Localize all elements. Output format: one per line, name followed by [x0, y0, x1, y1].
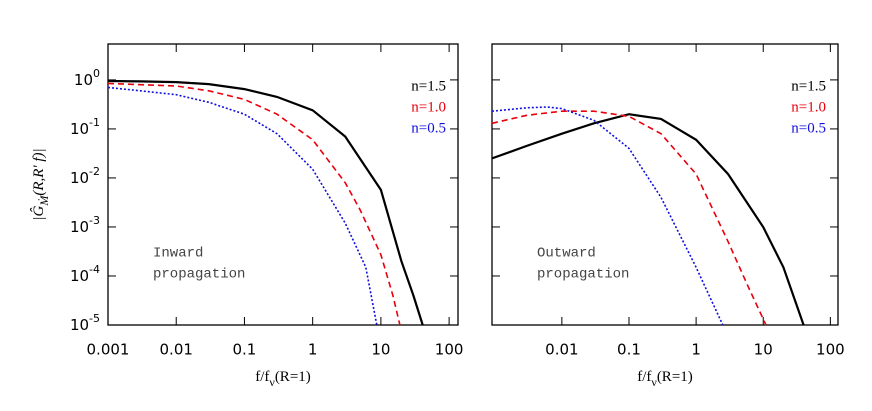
x-label-rest: (R=1) — [657, 369, 693, 385]
series-line — [491, 110, 767, 326]
legend-label: n=1.5 — [791, 78, 826, 94]
x-label-main: f/f — [637, 369, 651, 385]
x-label-rest: (R=1) — [275, 369, 311, 385]
x-tick-label: 0.1 — [233, 341, 257, 359]
y-tick-exp: -2 — [89, 165, 100, 178]
y-tick-label: 10-2 — [70, 165, 100, 187]
series-line — [107, 79, 424, 326]
y-tick-base: 10 — [70, 119, 89, 137]
plot-frame — [107, 43, 459, 326]
y-tick-base: 10 — [70, 316, 89, 334]
x-axis-label: f/fν(R=1) — [255, 369, 311, 388]
annotation: Outward — [537, 246, 596, 262]
y-label-rest: (R,R' f)| — [31, 148, 47, 195]
y-tick-label: 10-5 — [70, 312, 100, 334]
x-tick-label: 10 — [754, 341, 773, 359]
y-tick-label: 10-1 — [70, 116, 100, 138]
y-tick-exp: -1 — [89, 116, 100, 129]
y-tick-base: 10 — [70, 266, 89, 284]
annotation: propagation — [153, 267, 245, 283]
legend-label: n=1.0 — [411, 99, 446, 115]
x-tick-label: 0.01 — [545, 341, 578, 359]
x-tick-label: 0.01 — [160, 341, 193, 359]
y-tick-label: 10-3 — [70, 214, 100, 236]
x-label-main: f/f — [255, 369, 269, 385]
y-axis-label: |ĜṀ(R,R' f)| — [30, 148, 50, 220]
legend-label: n=0.5 — [411, 120, 446, 136]
y-tick-exp: -4 — [89, 263, 100, 276]
y-tick-exp: 0 — [93, 67, 100, 80]
legend-label: n=0.5 — [791, 120, 826, 136]
series-line — [107, 82, 401, 326]
annotation: Inward — [153, 246, 203, 262]
legend-label: n=1.0 — [791, 99, 826, 115]
annotation: propagation — [537, 267, 629, 283]
series-line — [107, 86, 378, 326]
x-tick-label: 0.001 — [87, 341, 130, 359]
x-tick-label: 0.1 — [617, 341, 641, 359]
x-tick-label: 1 — [308, 341, 318, 359]
y-tick-base: 10 — [70, 168, 89, 186]
series-line — [491, 106, 724, 326]
y-tick-exp: -5 — [89, 312, 100, 325]
y-label-sub: Ṁ — [37, 195, 51, 207]
x-tick-label: 10 — [371, 341, 390, 359]
x-tick-label: 1 — [691, 341, 701, 359]
x-label-sub: ν — [269, 375, 275, 389]
y-tick-base: 10 — [70, 217, 89, 235]
x-tick-label: 100 — [435, 341, 464, 359]
y-tick-label: 10-4 — [70, 263, 100, 285]
series-line — [491, 113, 805, 326]
x-label-sub: ν — [651, 375, 657, 389]
legend-label: n=1.5 — [411, 78, 446, 94]
y-tick-base: 10 — [74, 70, 93, 88]
y-tick-label: 100 — [74, 67, 100, 89]
y-tick-exp: -3 — [89, 214, 100, 227]
x-axis-label: f/fν(R=1) — [637, 369, 693, 388]
y-label-main: |Ĝ — [30, 206, 47, 221]
plot-frame — [491, 43, 839, 326]
x-tick-label: 100 — [816, 341, 845, 359]
